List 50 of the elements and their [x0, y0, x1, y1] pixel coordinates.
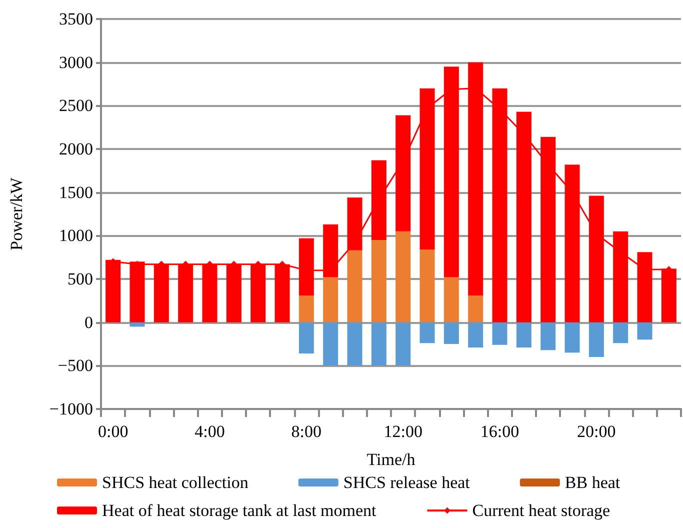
y-tick-label: 1000: [59, 226, 93, 246]
y-axis-title: Power/kW: [7, 176, 26, 250]
legend-label: BB heat: [564, 473, 620, 492]
bar: [347, 250, 362, 322]
x-axis-title: Time/h: [366, 450, 416, 469]
bar: [540, 322, 556, 350]
legend-label: SHCS heat collection: [102, 473, 249, 492]
legend-label: Heat of heat storage tank at last moment: [102, 501, 377, 520]
bar: [130, 322, 145, 327]
y-tick-label: 0: [84, 312, 93, 332]
bar: [516, 322, 532, 348]
x-tick-label: 8:00: [291, 422, 322, 441]
bar: [420, 322, 435, 344]
bar: [371, 322, 386, 366]
bar: [396, 322, 411, 366]
y-tick-label: 1500: [59, 182, 93, 202]
bar: [298, 295, 314, 322]
bar: [347, 322, 362, 366]
bar: [323, 322, 338, 366]
y-tick-label: 2000: [59, 140, 93, 158]
y-tick-label: 2500: [59, 96, 93, 116]
legend-label: SHCS release heat: [343, 473, 470, 492]
y-tick-label: −1000: [49, 400, 93, 418]
x-tick-label: 16:00: [480, 422, 520, 441]
x-tick-label: 12:00: [384, 422, 422, 441]
bar: [347, 198, 362, 250]
bar: [323, 277, 338, 322]
x-tick-label: 4:00: [194, 422, 225, 441]
bar: [468, 295, 484, 322]
bar: [371, 160, 386, 240]
bar: [298, 322, 314, 354]
bar: [396, 231, 411, 322]
bar: [492, 322, 508, 345]
bar: [371, 240, 386, 322]
bar: [396, 115, 411, 232]
x-tick-label: 20:00: [577, 422, 616, 441]
bar: [588, 322, 604, 357]
bar: [613, 322, 628, 344]
y-tick-label: −500: [58, 356, 93, 376]
y-tick-label: 3500: [59, 10, 93, 28]
bar: [420, 250, 435, 322]
bar: [564, 322, 580, 353]
y-tick-label: 3000: [59, 52, 93, 72]
bar: [444, 277, 459, 322]
x-tick-label: 0:00: [98, 422, 128, 441]
bar: [468, 322, 484, 348]
legend-label: Current heat storage: [472, 501, 610, 520]
y-tick-label: 500: [68, 270, 93, 288]
bar: [444, 322, 459, 344]
bar: [637, 322, 652, 340]
